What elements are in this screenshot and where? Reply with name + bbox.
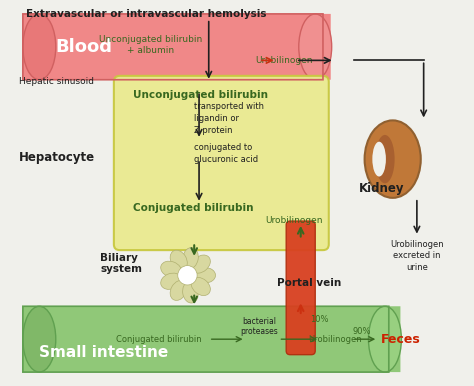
FancyBboxPatch shape: [23, 306, 401, 372]
Ellipse shape: [191, 278, 210, 296]
Text: bacterial
proteases: bacterial proteases: [240, 317, 278, 336]
Ellipse shape: [23, 14, 56, 80]
Ellipse shape: [182, 247, 198, 269]
Text: Kidney: Kidney: [359, 182, 404, 195]
Ellipse shape: [23, 306, 56, 372]
Text: Conjugated bilirubin: Conjugated bilirubin: [116, 335, 201, 344]
Text: Blood: Blood: [56, 38, 113, 56]
Ellipse shape: [191, 255, 210, 273]
Text: Unconjugated bilirubin
+ albumin: Unconjugated bilirubin + albumin: [99, 35, 202, 54]
Text: conjugated to
glucuronic acid: conjugated to glucuronic acid: [194, 143, 258, 164]
Text: Conjugated bilirubin: Conjugated bilirubin: [133, 203, 254, 213]
Text: Feces: Feces: [381, 333, 421, 346]
Text: Portal vein: Portal vein: [276, 278, 341, 288]
Ellipse shape: [373, 142, 386, 176]
Text: transported with
ligandin or
Z protein: transported with ligandin or Z protein: [194, 102, 264, 135]
Text: Urobilinogen
excreted in
urine: Urobilinogen excreted in urine: [390, 240, 444, 271]
Text: 10%: 10%: [310, 315, 329, 324]
Text: Hepatic sinusoid: Hepatic sinusoid: [19, 77, 94, 86]
Text: Biliary
system: Biliary system: [100, 253, 142, 274]
FancyBboxPatch shape: [114, 76, 329, 250]
Ellipse shape: [368, 306, 401, 372]
FancyBboxPatch shape: [286, 221, 315, 355]
Text: Urobilinogen: Urobilinogen: [308, 335, 361, 344]
Text: Unconjugated bilirubin: Unconjugated bilirubin: [133, 90, 268, 100]
Ellipse shape: [194, 267, 216, 283]
Ellipse shape: [365, 120, 421, 198]
Ellipse shape: [161, 273, 182, 290]
Text: Extravascular or intravascular hemolysis: Extravascular or intravascular hemolysis: [26, 9, 266, 19]
Ellipse shape: [161, 261, 182, 278]
Text: Hepatocyte: Hepatocyte: [19, 151, 95, 164]
Text: Small intestine: Small intestine: [39, 345, 169, 360]
Text: 90%: 90%: [353, 327, 372, 336]
FancyBboxPatch shape: [23, 14, 331, 80]
Ellipse shape: [182, 282, 198, 303]
Text: Urobilinogen: Urobilinogen: [265, 216, 322, 225]
Ellipse shape: [170, 280, 187, 300]
Ellipse shape: [170, 250, 187, 270]
Circle shape: [178, 266, 197, 285]
Text: Urobilinogen: Urobilinogen: [255, 56, 313, 65]
Ellipse shape: [375, 135, 395, 183]
Ellipse shape: [299, 14, 332, 80]
